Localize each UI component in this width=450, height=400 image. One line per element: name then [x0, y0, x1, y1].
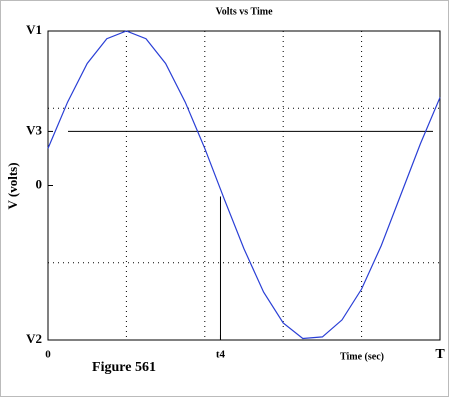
- annotation: Figure 561: [92, 360, 156, 375]
- y-tick-label: V1: [26, 22, 42, 37]
- data-line: [47, 30, 441, 340]
- x-tick-label: T: [435, 347, 445, 362]
- x-axis-label: Time (sec): [340, 351, 384, 362]
- plot-frame: [47, 30, 441, 341]
- y-tick-label: V3: [26, 122, 42, 137]
- x-tick-label: 0: [45, 349, 51, 361]
- y-tick-label: 0: [36, 176, 43, 191]
- x-tick-label: t4: [216, 349, 226, 361]
- chart-title: Volts vs Time: [215, 6, 273, 17]
- y-tick-label: V2: [26, 331, 42, 346]
- y-axis-label: V (volts): [5, 162, 20, 209]
